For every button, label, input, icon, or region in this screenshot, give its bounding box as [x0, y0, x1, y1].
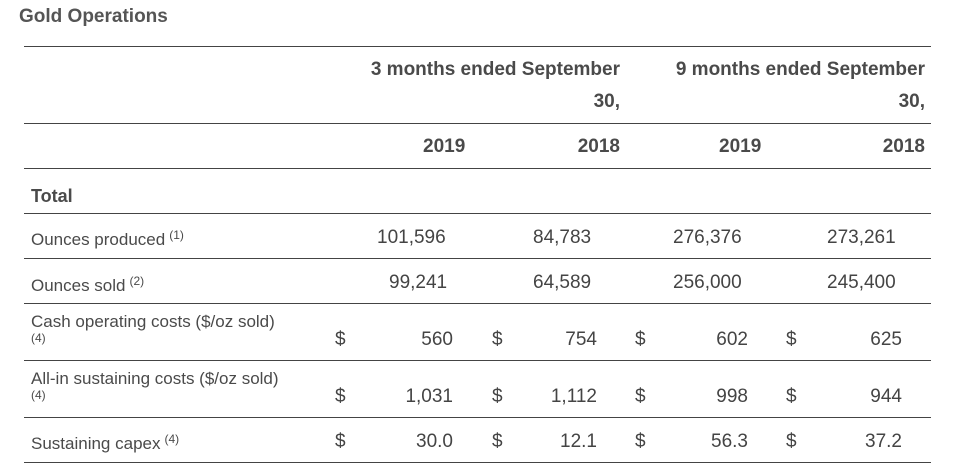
cell-cash-operating-costs-3m-2018: 754 [565, 329, 597, 350]
row-label-cash-operating-costs: Cash operating costs ($/oz sold) [31, 312, 275, 331]
currency-symbol: $ [786, 431, 797, 452]
table-top-border [24, 46, 931, 47]
page-title: Gold Operations [19, 6, 168, 27]
cell-sustaining-capex-9m-2019: 56.3 [711, 431, 748, 452]
currency-symbol: $ [335, 386, 346, 407]
cell-ounces-produced-9m-2019: 276,376 [673, 227, 742, 248]
currency-symbol: $ [786, 386, 797, 407]
currency-symbol: $ [786, 329, 797, 350]
cell-ounces-sold-9m-2018: 245,400 [827, 272, 896, 293]
currency-symbol: $ [492, 431, 503, 452]
table-bottom-border [24, 462, 931, 463]
header-group-3-months-line2: 30, [593, 91, 620, 112]
cell-all-in-sustaining-costs-9m-2018: 944 [870, 386, 902, 407]
cell-cash-operating-costs-9m-2018: 625 [870, 329, 902, 350]
year-header-9m-2019: 2019 [719, 136, 762, 157]
row-divider [24, 303, 931, 304]
cell-sustaining-capex-3m-2018: 12.1 [560, 431, 597, 452]
footnote-ref: (4) [31, 331, 46, 345]
cell-ounces-sold-3m-2019: 99,241 [389, 272, 448, 293]
header-group-3-months-line1: 3 months ended September [370, 59, 620, 80]
cell-cash-operating-costs-3m-2019: 560 [421, 329, 453, 350]
row-label-sustaining-capex: Sustaining capex (4) [31, 432, 180, 453]
currency-symbol: $ [635, 386, 646, 407]
year-header-9m-2018: 2018 [882, 136, 925, 157]
footnote-ref: (1) [169, 228, 184, 242]
row-divider [24, 258, 931, 259]
header-group-9-months-line2: 30, [898, 91, 925, 112]
currency-symbol: $ [635, 431, 646, 452]
row-label-all-in-sustaining-costs: All-in sustaining costs ($/oz sold) [31, 369, 279, 388]
currency-symbol: $ [335, 431, 346, 452]
cell-ounces-produced-3m-2019: 101,596 [377, 227, 446, 248]
cell-ounces-sold-3m-2018: 64,589 [533, 272, 592, 293]
currency-symbol: $ [635, 329, 646, 350]
year-header-3m-2019: 2019 [423, 136, 466, 157]
cell-all-in-sustaining-costs-3m-2019: 1,031 [405, 386, 453, 407]
cell-ounces-sold-9m-2019: 256,000 [673, 272, 742, 293]
row-label-ounces-produced: Ounces produced (1) [31, 228, 184, 249]
year-header-3m-2018: 2018 [577, 136, 620, 157]
row-divider [24, 417, 931, 418]
header-divider [24, 123, 931, 124]
cell-cash-operating-costs-9m-2019: 602 [716, 329, 748, 350]
cell-all-in-sustaining-costs-9m-2019: 998 [716, 386, 748, 407]
currency-symbol: $ [492, 329, 503, 350]
row-divider [24, 360, 931, 361]
footnote-ref: (4) [31, 388, 46, 402]
section-divider [24, 213, 931, 214]
years-divider [24, 168, 931, 169]
cell-ounces-produced-3m-2018: 84,783 [533, 227, 592, 248]
cell-all-in-sustaining-costs-3m-2018: 1,112 [550, 386, 597, 407]
cell-ounces-produced-9m-2018: 273,261 [827, 227, 896, 248]
row-label-ounces-sold: Ounces sold (2) [31, 274, 145, 295]
section-label-total: Total [31, 186, 73, 206]
currency-symbol: $ [335, 329, 346, 350]
header-group-9-months-line1: 9 months ended September [675, 59, 925, 80]
footnote-ref: (4) [164, 432, 180, 446]
footnote-ref: (2) [129, 274, 145, 288]
cell-sustaining-capex-9m-2018: 37.2 [865, 431, 902, 452]
cell-sustaining-capex-3m-2019: 30.0 [416, 431, 453, 452]
currency-symbol: $ [492, 386, 503, 407]
